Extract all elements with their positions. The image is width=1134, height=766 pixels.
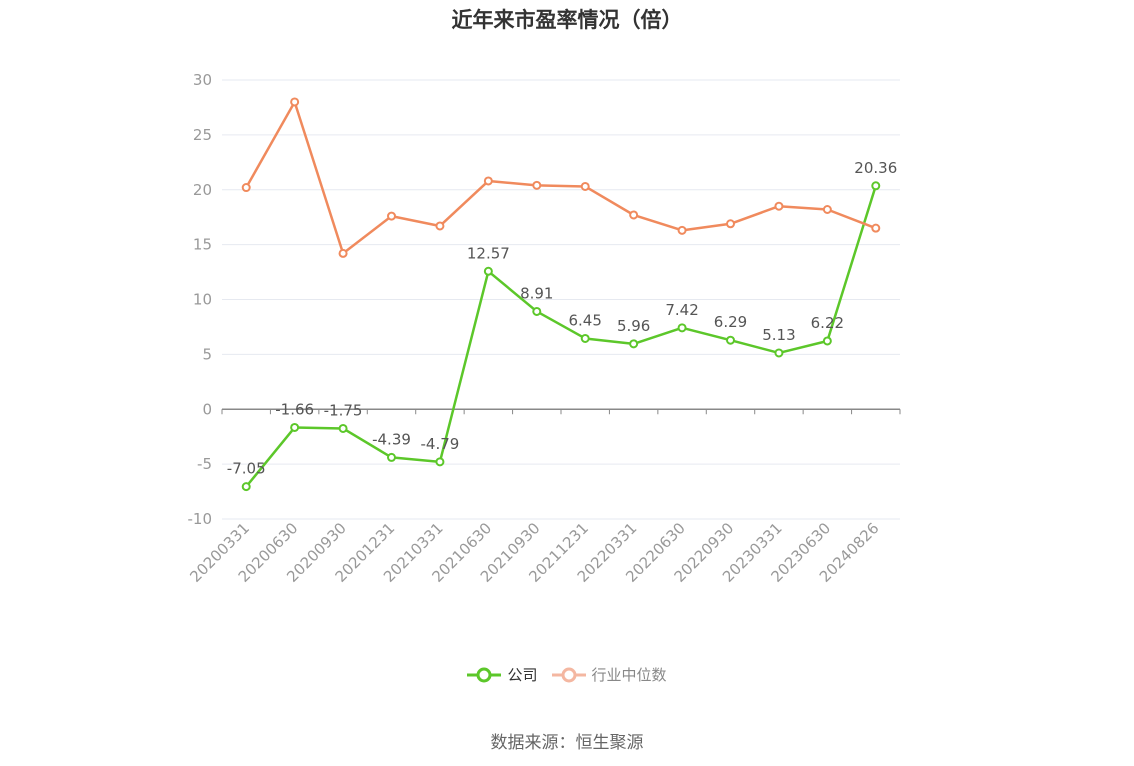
legend-item-company[interactable]: 公司 xyxy=(467,664,538,685)
data-point-industry xyxy=(726,219,735,229)
data-point-industry xyxy=(241,183,251,193)
y-tick-label: 10 xyxy=(193,291,212,309)
data-label-company: -1.66 xyxy=(275,400,314,418)
data-point-company xyxy=(483,266,493,276)
data-label-company: 6.22 xyxy=(811,314,844,332)
y-tick-label: -10 xyxy=(188,510,213,528)
legend-marker-company xyxy=(467,667,502,682)
source-note: 数据来源：恒生聚源 xyxy=(490,733,644,753)
data-point-company xyxy=(387,452,396,462)
data-point-industry xyxy=(338,248,348,258)
data-point-company xyxy=(580,333,590,343)
legend-label-industry: 行业中位数 xyxy=(591,666,667,684)
data-point-industry xyxy=(387,211,396,221)
data-label-company: -7.05 xyxy=(227,460,266,478)
series-line-company xyxy=(245,185,877,488)
data-point-company xyxy=(774,348,784,358)
data-label-company: -4.79 xyxy=(421,435,460,453)
data-label-company: 5.96 xyxy=(617,317,650,335)
data-point-company xyxy=(677,323,687,333)
data-point-company xyxy=(629,339,639,349)
data-point-industry xyxy=(435,221,445,231)
data-point-industry xyxy=(290,97,300,107)
data-point-industry xyxy=(677,225,687,235)
data-point-industry xyxy=(629,210,639,220)
data-point-company xyxy=(822,336,832,346)
data-point-industry xyxy=(532,180,542,190)
y-tick-label: 20 xyxy=(193,181,212,199)
data-label-company: -1.75 xyxy=(324,401,363,419)
chart-title: 近年来市盈率情况（倍） xyxy=(451,8,683,32)
data-point-industry xyxy=(871,223,881,233)
legend-item-industry[interactable]: 行业中位数 xyxy=(551,664,667,685)
y-tick-label: 5 xyxy=(202,345,212,363)
grid-layer xyxy=(222,79,900,520)
data-label-company: 6.45 xyxy=(569,311,602,329)
data-label-company: 12.57 xyxy=(467,244,510,262)
data-point-industry xyxy=(483,176,493,186)
y-tick-label: 15 xyxy=(193,236,212,254)
label-layer: -7.05 -1.66 -1.75 -4.39 -4.79 12.57 8.91 6.45 5.… xyxy=(227,159,897,478)
y-tick-label: 30 xyxy=(193,71,212,89)
data-point-industry xyxy=(774,201,784,211)
legend-label-company: 公司 xyxy=(507,666,538,684)
data-point-company xyxy=(241,482,251,492)
y-tick-label: 25 xyxy=(193,126,212,144)
data-label-company: 20.36 xyxy=(854,159,897,177)
data-point-company xyxy=(726,335,735,345)
data-point-company xyxy=(871,181,881,191)
legend-marker-industry xyxy=(551,667,586,682)
data-point-company xyxy=(435,457,445,467)
series-line-industry xyxy=(245,100,877,255)
data-label-company: 7.42 xyxy=(665,301,698,319)
line-chart: 302520151050-5-1020200331202006302020093… xyxy=(186,71,901,586)
data-label-company: 6.29 xyxy=(714,313,747,331)
data-label-company: 5.13 xyxy=(762,326,795,344)
data-point-industry xyxy=(580,181,590,191)
data-point-industry xyxy=(822,205,832,215)
data-label-company: 8.91 xyxy=(520,284,553,302)
y-tick-label: -5 xyxy=(197,455,212,473)
series-layer xyxy=(241,97,881,492)
data-point-company xyxy=(532,306,542,316)
data-point-company xyxy=(338,423,348,433)
data-point-company xyxy=(290,422,300,432)
y-tick-label: 0 xyxy=(202,400,212,418)
legend: 公司 行业中位数 xyxy=(0,664,1134,685)
data-label-company: -4.39 xyxy=(372,430,411,448)
